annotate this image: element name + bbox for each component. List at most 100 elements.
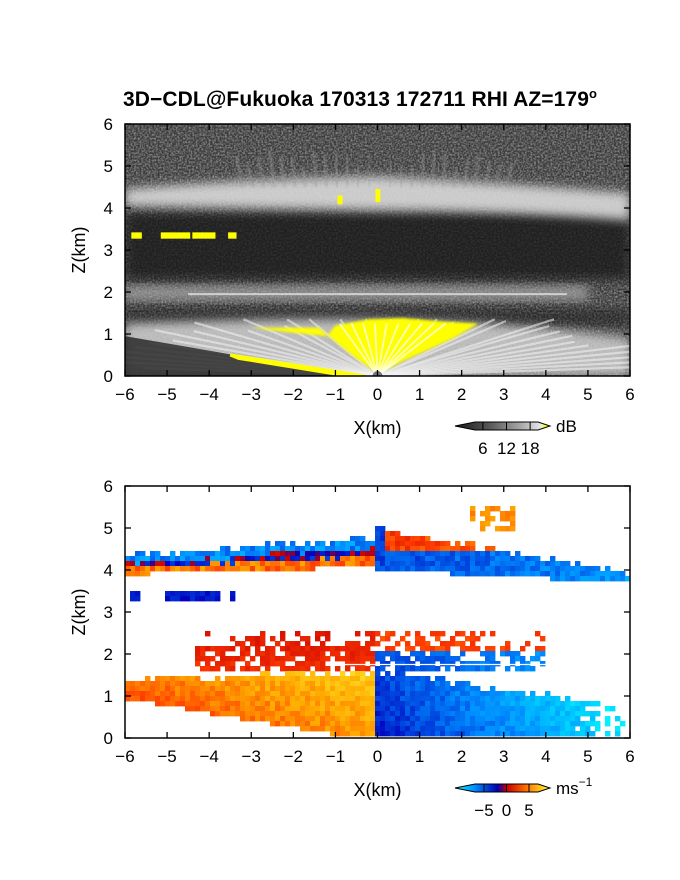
velocity-cell xyxy=(265,541,271,547)
velocity-cell xyxy=(325,546,331,552)
velocity-cell xyxy=(500,556,506,562)
velocity-cell xyxy=(420,536,426,542)
velocity-cell xyxy=(220,711,226,717)
velocity-cell xyxy=(240,656,246,662)
velocity-cell xyxy=(420,666,426,672)
velocity-cell xyxy=(365,706,371,712)
velocity-cell xyxy=(155,701,161,707)
velocity-cell xyxy=(210,646,216,652)
velocity-cell xyxy=(355,711,361,717)
velocity-cell xyxy=(355,551,361,557)
velocity-cell xyxy=(455,551,461,557)
velocity-cell xyxy=(320,666,326,672)
velocity-cell xyxy=(355,646,361,652)
velocity-cell xyxy=(475,556,481,562)
velocity-cell xyxy=(185,591,191,597)
velocity-cell xyxy=(370,681,376,687)
velocity-cell xyxy=(475,711,481,717)
velocity-cell xyxy=(460,721,466,727)
velocity-cell xyxy=(135,696,141,702)
velocity-cell xyxy=(330,651,336,657)
velocity-cell xyxy=(590,576,596,582)
velocity-cell xyxy=(480,721,486,727)
velocity-cell xyxy=(590,711,596,717)
velocity-cell xyxy=(410,541,416,547)
velocity-cell xyxy=(595,566,601,572)
velocity-cell xyxy=(580,566,586,572)
velocity-cell xyxy=(365,641,371,647)
velocity-cell xyxy=(370,631,376,637)
velocity-cell xyxy=(440,551,446,557)
velocity-cell xyxy=(390,656,396,662)
velocity-cell xyxy=(555,576,561,582)
beam-ray xyxy=(388,157,393,188)
velocity-cell xyxy=(425,711,431,717)
velocity-cell xyxy=(365,691,371,697)
velocity-cell xyxy=(400,691,406,697)
velocity-cell xyxy=(255,711,261,717)
velocity-cell xyxy=(375,556,381,562)
velocity-cell xyxy=(310,671,316,677)
velocity-cell xyxy=(390,726,396,732)
velocity-cell xyxy=(225,696,231,702)
velocity-cell xyxy=(395,691,401,697)
velocity-cell xyxy=(255,546,261,552)
velocity-cell xyxy=(270,551,276,557)
velocity-cell xyxy=(155,681,161,687)
velocity-cell xyxy=(615,576,621,582)
velocity-cell xyxy=(265,691,271,697)
velocity-cell xyxy=(135,571,141,577)
velocity-cell xyxy=(365,711,371,717)
velocity-cell xyxy=(375,536,381,542)
velocity-cell xyxy=(220,696,226,702)
velocity-cell xyxy=(300,551,306,557)
velocity-cell xyxy=(565,731,571,737)
velocity-cell xyxy=(345,726,351,732)
velocity-cell xyxy=(365,561,371,567)
velocity-cell xyxy=(520,656,526,662)
velocity-cell xyxy=(310,556,316,562)
velocity-cell xyxy=(570,576,576,582)
velocity-cell xyxy=(255,691,261,697)
velocity-cell xyxy=(395,666,401,672)
velocity-cell xyxy=(500,716,506,722)
velocity-cell xyxy=(260,696,266,702)
velocity-cell xyxy=(395,536,401,542)
velocity-cell xyxy=(485,691,491,697)
velocity-cell xyxy=(480,526,486,532)
velocity-cell xyxy=(305,706,311,712)
velocity-cell xyxy=(350,671,356,677)
velocity-cell xyxy=(385,701,391,707)
velocity-cell xyxy=(165,681,171,687)
velocity-cell xyxy=(350,641,356,647)
saturated-elevated-echo xyxy=(192,232,216,239)
velocity-cell xyxy=(355,706,361,712)
velocity-cell xyxy=(145,696,151,702)
beam-ray xyxy=(194,321,378,376)
velocity-cell xyxy=(290,671,296,677)
velocity-cell xyxy=(485,511,491,517)
velocity-cell xyxy=(505,566,511,572)
velocity-cell xyxy=(305,636,311,642)
velocity-cell xyxy=(505,666,511,672)
velocity-cell xyxy=(300,686,306,692)
velocity-cell xyxy=(515,706,521,712)
velocity-cell xyxy=(390,686,396,692)
velocity-cell xyxy=(170,701,176,707)
velocity-cell xyxy=(395,726,401,732)
velocity-cell xyxy=(225,646,231,652)
velocity-cell xyxy=(260,556,266,562)
velocity-cell xyxy=(490,686,496,692)
velocity-cell xyxy=(330,691,336,697)
velocity-cell xyxy=(520,731,526,737)
velocity-cell xyxy=(195,696,201,702)
velocity-cell xyxy=(485,701,491,707)
velocity-cell xyxy=(620,721,626,727)
velocity-cell xyxy=(395,686,401,692)
velocity-cell xyxy=(180,566,186,572)
velocity-cell xyxy=(420,661,426,667)
beam-ray xyxy=(377,344,630,376)
velocity-cell xyxy=(395,716,401,722)
velocity-cell xyxy=(225,711,231,717)
velocity-cell xyxy=(320,551,326,557)
